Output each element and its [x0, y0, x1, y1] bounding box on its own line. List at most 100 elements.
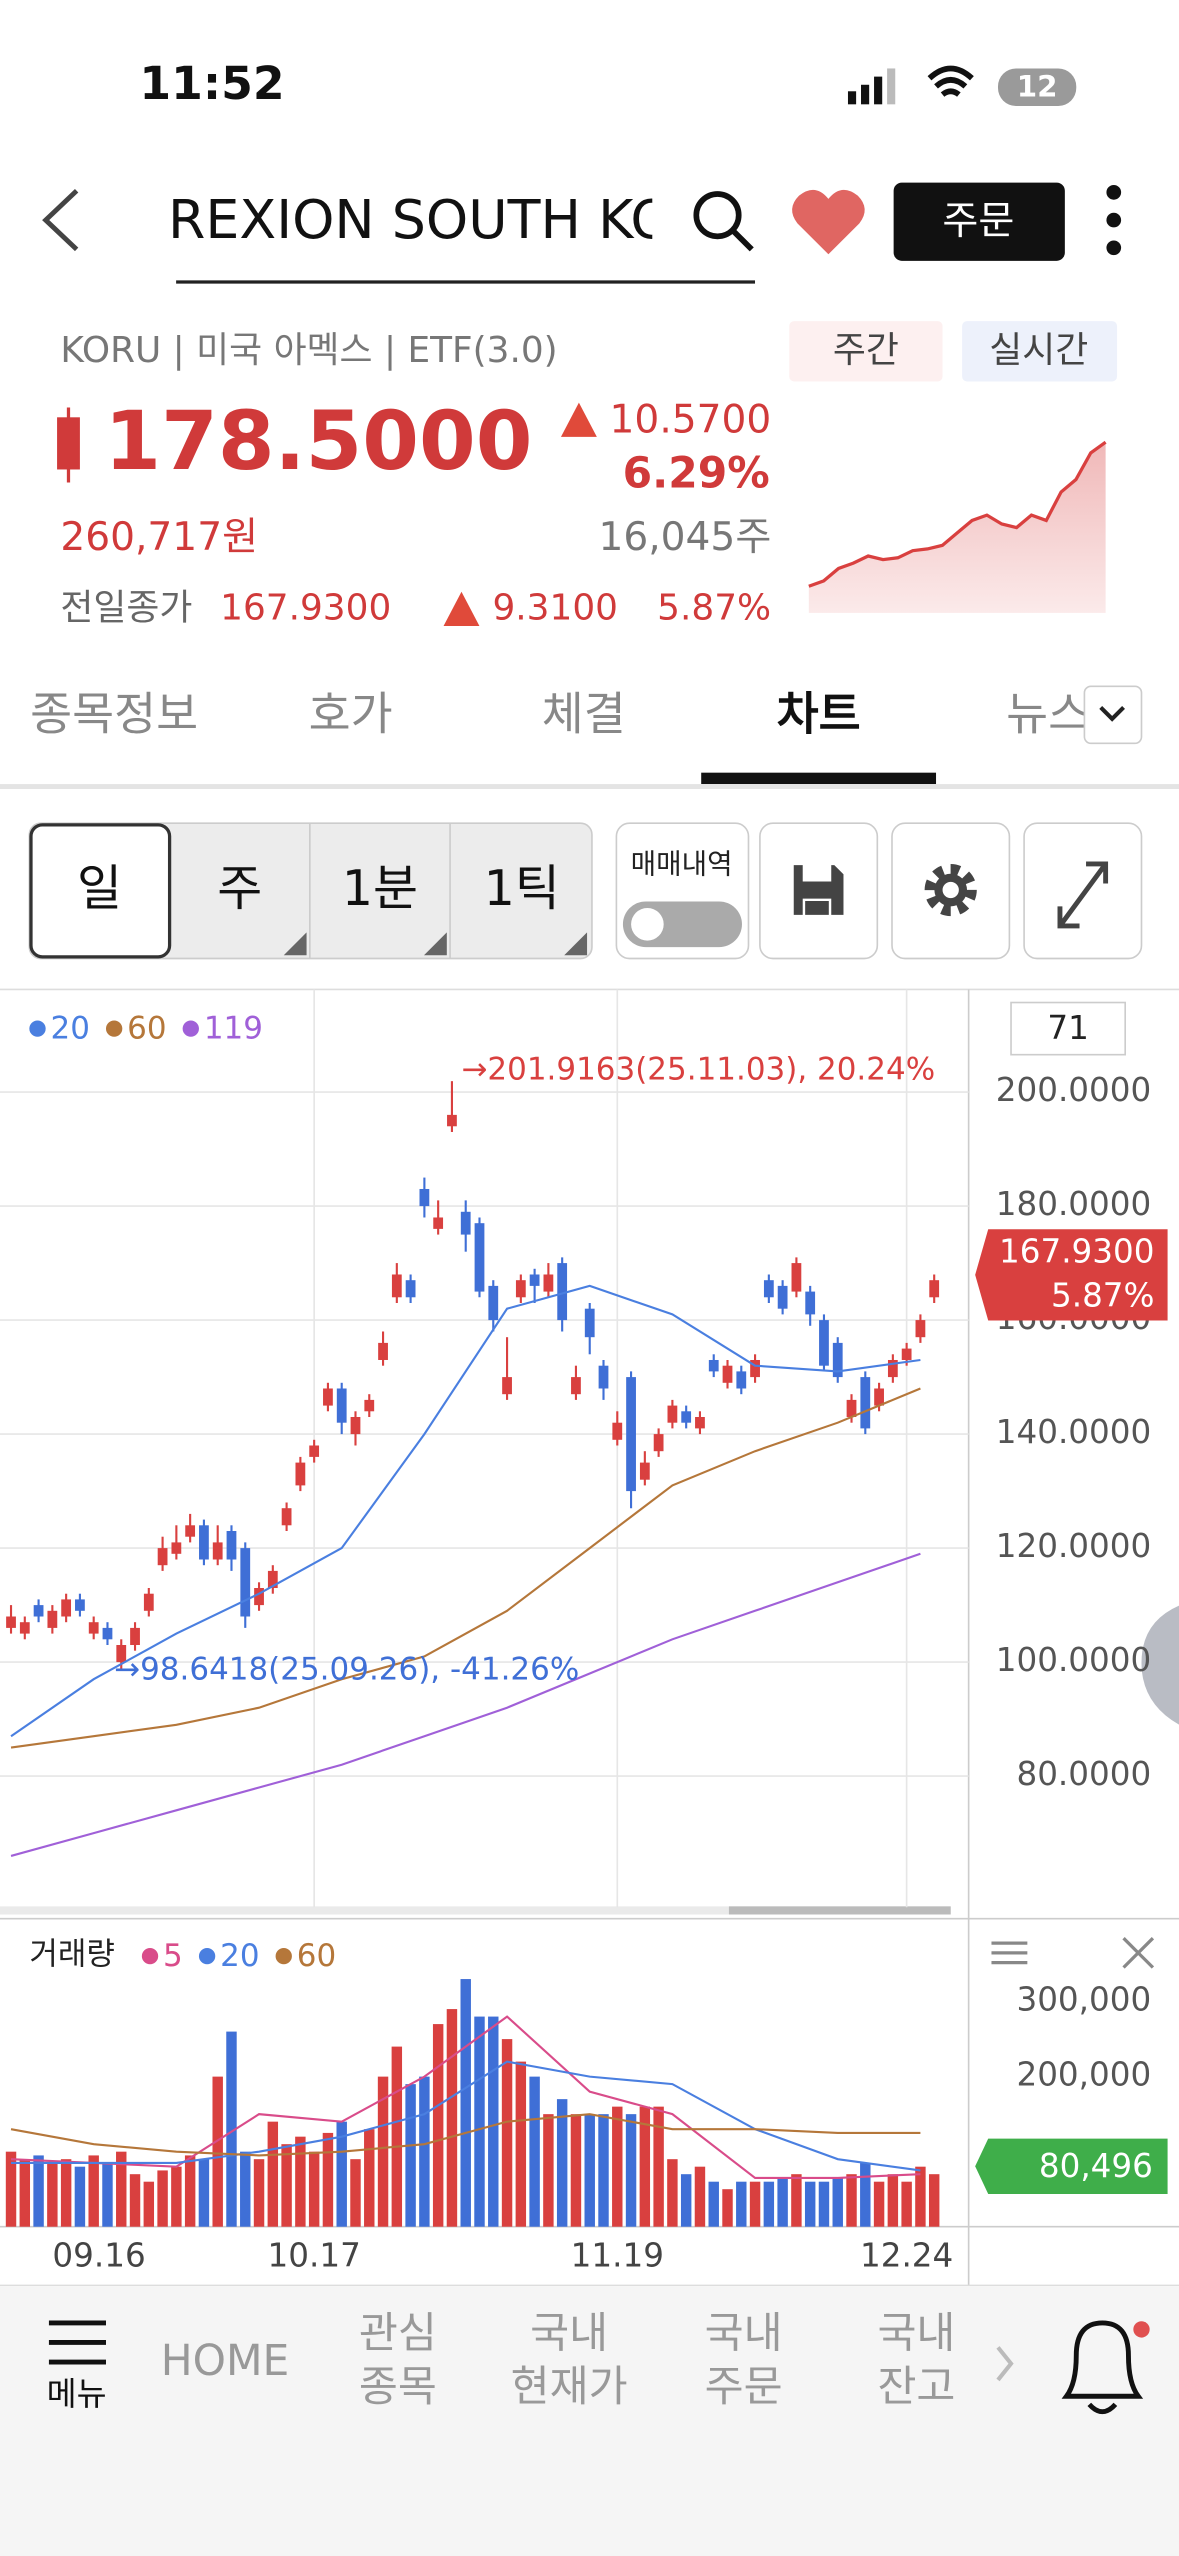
legend-label: 60: [297, 1938, 336, 1974]
nav-scroll-chevron[interactable]: [996, 2346, 1014, 2382]
more-button[interactable]: [1106, 185, 1122, 256]
menu-icon[interactable]: [48, 2320, 106, 2365]
candle-body: [488, 1285, 499, 1321]
price-tag-label: 167.9300: [999, 1233, 1155, 1271]
volume-bar: [722, 2189, 733, 2227]
period-button[interactable]: 주: [217, 860, 262, 917]
tab[interactable]: 뉴스: [1006, 688, 1090, 741]
price-tag-pct: 5.87%: [1051, 1277, 1155, 1315]
volume-title: 거래량: [29, 1937, 115, 1973]
nav-item[interactable]: 현재가: [511, 2362, 628, 2411]
price-krw: 260,717원: [60, 515, 258, 560]
candle-body: [323, 1388, 333, 1406]
y-tick-label: 200,000: [1016, 2056, 1151, 2094]
nav-item[interactable]: 국내: [530, 2308, 608, 2357]
volume-bar: [556, 2099, 568, 2227]
legend-label: 119: [204, 1011, 263, 1047]
y-tick-label: 180.0000: [996, 1185, 1152, 1223]
price-change: 10.5700: [610, 398, 772, 443]
volume-bar: [501, 2039, 513, 2227]
order-button[interactable]: [893, 182, 1065, 261]
nav-item[interactable]: 종목: [359, 2362, 437, 2411]
favorite-button[interactable]: [792, 189, 865, 255]
candle-body: [598, 1365, 609, 1389]
candle-body: [226, 1530, 237, 1560]
volume-bar: [832, 2177, 843, 2227]
candle-body: [639, 1462, 650, 1480]
period-button-active[interactable]: [29, 823, 172, 959]
tab[interactable]: 종목정보: [30, 688, 198, 741]
weekly-label[interactable]: 주간: [833, 330, 899, 371]
volume-bar: [419, 2076, 430, 2227]
legend-label: 5: [163, 1938, 183, 1974]
candle-body: [61, 1599, 72, 1617]
candle-body: [212, 1542, 223, 1560]
instrument-info: KORU | 미국 아멕스 | ETF(3.0): [60, 330, 557, 371]
volume-bar: [405, 2084, 416, 2227]
period-button[interactable]: 일: [77, 860, 122, 917]
tab[interactable]: 호가: [309, 688, 393, 741]
period-button[interactable]: 1틱: [484, 860, 560, 917]
candle-body: [447, 1114, 457, 1127]
period-button[interactable]: 1분: [342, 860, 418, 917]
candle-body: [116, 1645, 127, 1663]
volume-bar: [667, 2159, 678, 2227]
save-icon: [791, 862, 846, 918]
search-button[interactable]: [693, 191, 754, 252]
nav-item[interactable]: 관심: [359, 2308, 437, 2357]
moving-average-line: [10, 1552, 921, 1857]
volume-bar: [102, 2162, 113, 2227]
candle-count-box: [1010, 1001, 1127, 1056]
realtime-button[interactable]: [962, 321, 1118, 382]
candle-body: [143, 1593, 154, 1611]
candle-body: [515, 1280, 526, 1298]
back-button[interactable]: [42, 188, 79, 252]
nav-item[interactable]: 주문: [705, 2362, 783, 2411]
nav-item[interactable]: 국내: [705, 2308, 783, 2357]
candle-body: [557, 1263, 568, 1321]
realtime-label[interactable]: 실시간: [989, 330, 1088, 371]
settings-icon: [924, 863, 977, 917]
tab-bar: 종목정보 호가 체결 차트 뉴스: [30, 688, 1090, 741]
search-field[interactable]: REXION SOUTH KO: [168, 188, 673, 251]
candle-body: [171, 1542, 182, 1554]
volume-menu-icon[interactable]: [991, 1941, 1028, 1965]
volume-bar: [364, 2129, 375, 2227]
nav-item[interactable]: 국내: [877, 2308, 955, 2357]
moving-average-line: [10, 1387, 921, 1749]
current-price: 178.5000: [104, 394, 532, 489]
prev-close-label: 전일종가: [60, 588, 192, 629]
candle-body: [763, 1280, 774, 1298]
candle-body: [364, 1399, 375, 1412]
nav-item[interactable]: 메뉴: [47, 2375, 107, 2413]
nav-item[interactable]: HOME: [161, 2336, 290, 2385]
side-handle[interactable]: [1141, 1605, 1179, 1725]
weekly-button[interactable]: [789, 321, 943, 382]
volume-bar: [157, 2170, 168, 2227]
sparkline-area: [808, 442, 1106, 613]
candle-body: [750, 1359, 760, 1378]
candle-body: [626, 1377, 636, 1492]
volume-close-icon[interactable]: [1122, 1937, 1155, 1969]
tab-dropdown[interactable]: [1083, 685, 1143, 745]
tab-active[interactable]: 차트: [777, 688, 861, 741]
tab[interactable]: 체결: [542, 688, 626, 741]
candle-body: [419, 1188, 430, 1207]
volume-bar: [777, 2177, 788, 2227]
sparkline: [808, 440, 1107, 613]
chart-annotation: →201.9163(25.11.03), 20.24%: [461, 1051, 935, 1087]
volume-bar: [680, 2174, 692, 2227]
candle-body: [543, 1274, 554, 1292]
volume-bar: [515, 2061, 527, 2227]
y-tick-label: 80.0000: [1016, 1755, 1151, 1793]
nav-item[interactable]: 잔고: [877, 2362, 955, 2411]
candle-body: [267, 1570, 278, 1589]
notification-bell[interactable]: [1061, 2320, 1144, 2415]
candle-body: [33, 1605, 44, 1617]
volume-bar: [625, 2114, 637, 2227]
dropdown-chevron: [1099, 706, 1125, 722]
order-button-label[interactable]: 주문: [942, 199, 1014, 244]
volume-bar: [47, 2162, 58, 2227]
candle-body: [240, 1548, 251, 1617]
